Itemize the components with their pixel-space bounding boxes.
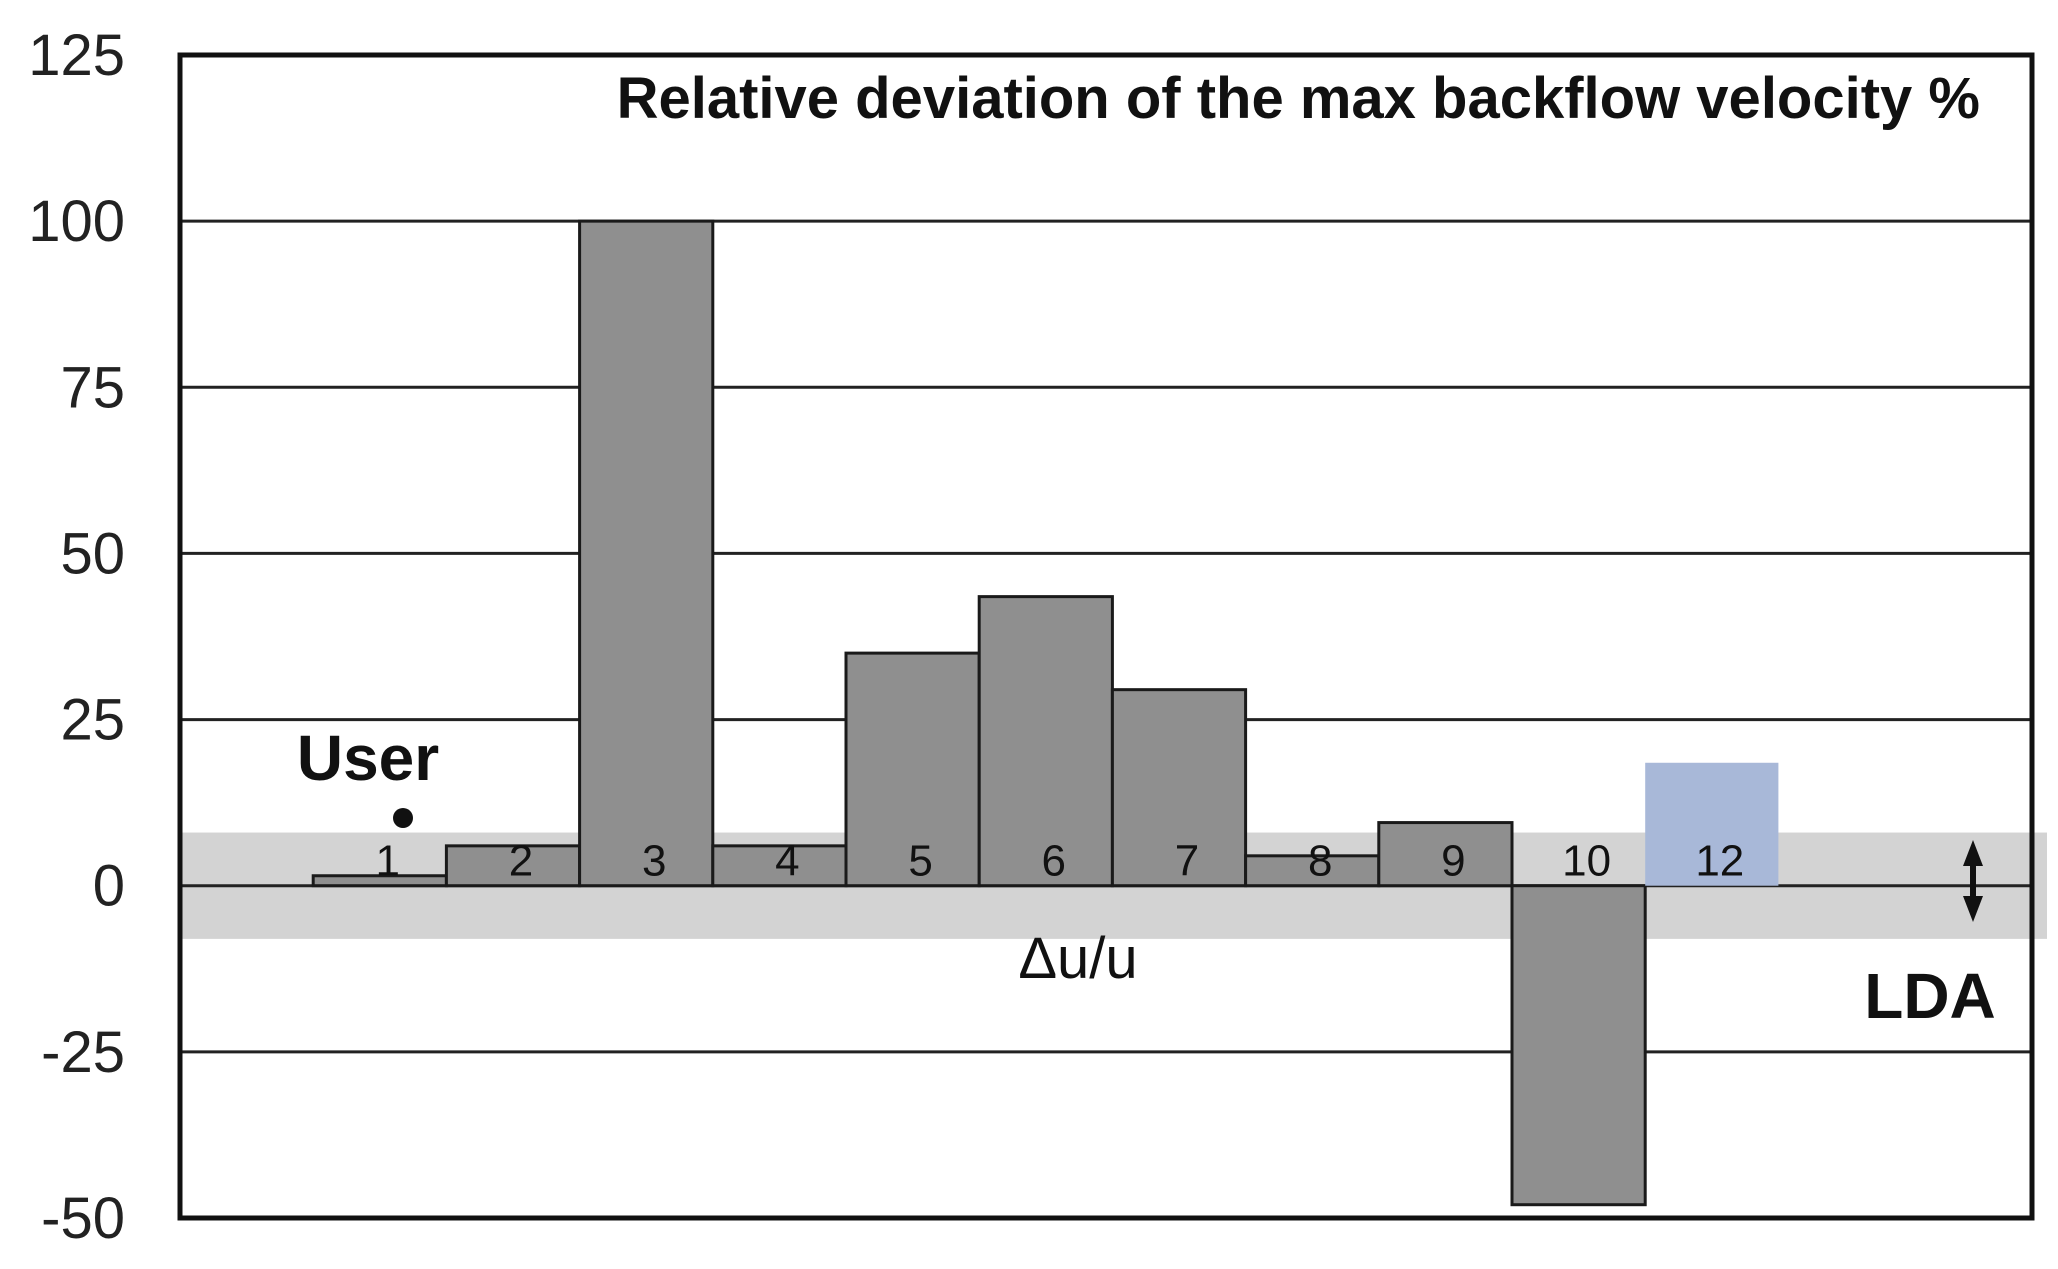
category-label: 12 — [1695, 837, 1744, 886]
y-tick-label: 50 — [60, 521, 125, 586]
plot-frame — [177, 52, 2035, 1221]
y-tick-label: 25 — [60, 688, 125, 753]
category-label: 8 — [1308, 837, 1332, 886]
bar — [1645, 762, 1779, 886]
category-label: 7 — [1175, 837, 1199, 886]
category-label: 10 — [1562, 837, 1611, 886]
double-arrow-icon — [1963, 840, 1983, 922]
bar — [1244, 854, 1381, 888]
bar — [578, 219, 715, 888]
y-tick-label: 125 — [28, 23, 125, 88]
bar — [711, 844, 848, 888]
bar — [1510, 884, 1647, 1207]
category-label: 3 — [642, 837, 666, 886]
y-tick-label: -25 — [41, 1020, 125, 1085]
lda-annotation: LDA — [1864, 840, 1996, 1032]
category-label: 1 — [376, 837, 400, 886]
bar — [444, 844, 582, 888]
category-label: 9 — [1441, 837, 1465, 886]
y-tick-label: 0 — [93, 854, 125, 919]
user-marker-dot — [393, 808, 413, 828]
user-label: User — [297, 722, 439, 794]
category-label: 5 — [908, 837, 932, 886]
bar — [977, 595, 1114, 888]
category-label: 6 — [1042, 837, 1066, 886]
y-ticks-layer: 125 100 75 50 25 0 -25 -50 — [28, 23, 125, 1251]
bar — [1377, 821, 1514, 888]
delta-u-label: Δu/u — [1018, 926, 1137, 991]
bar — [1110, 688, 1248, 888]
category-labels-layer: 1 2 3 4 5 6 7 8 9 10 12 — [376, 837, 1745, 886]
chart-title: Relative deviation of the max backflow v… — [617, 66, 1980, 131]
category-label: 2 — [509, 837, 533, 886]
y-tick-label: -50 — [41, 1186, 125, 1251]
category-label: 4 — [775, 837, 799, 886]
y-tick-label: 100 — [28, 189, 125, 254]
user-annotation: User — [297, 722, 439, 828]
bars-layer — [311, 219, 1779, 1207]
y-tick-label: 75 — [60, 355, 125, 420]
lda-label: LDA — [1864, 960, 1996, 1032]
